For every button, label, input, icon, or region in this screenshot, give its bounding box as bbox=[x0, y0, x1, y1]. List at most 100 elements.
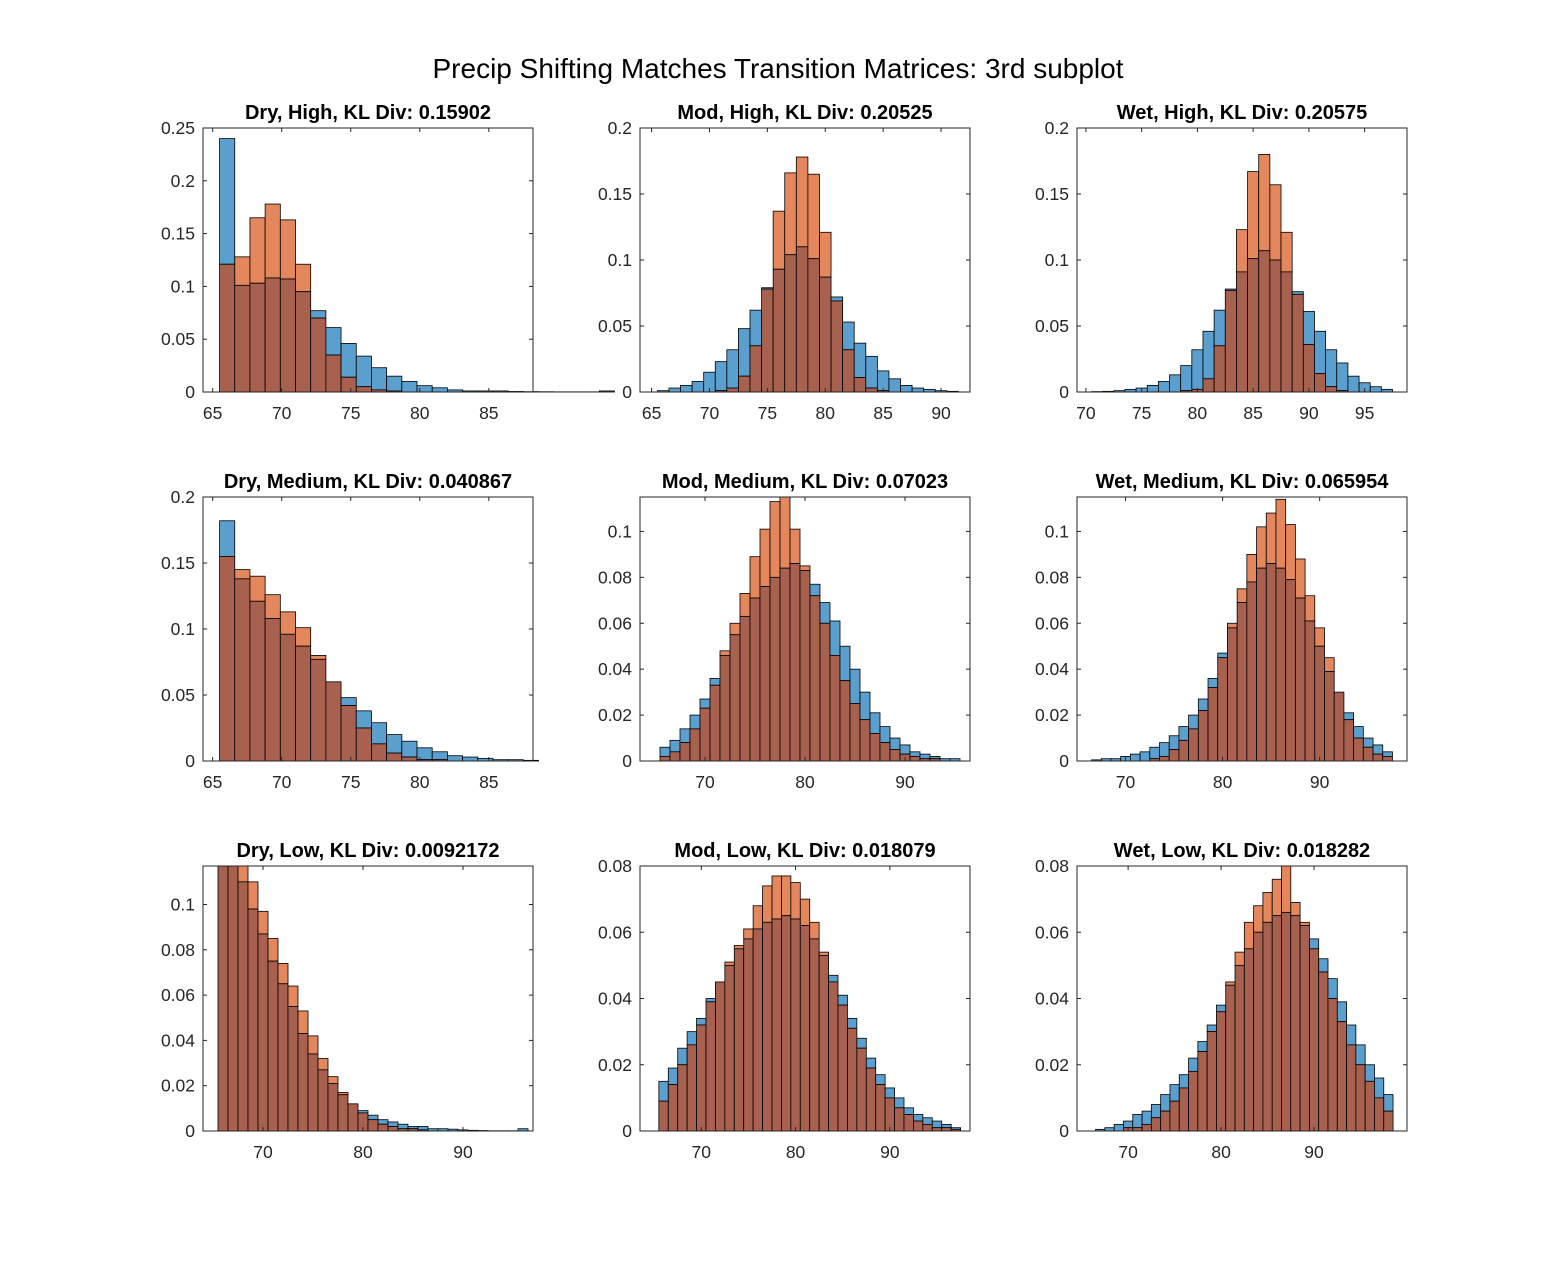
histogram-bar-overlap bbox=[1314, 373, 1327, 393]
histogram-bar-series-a bbox=[830, 296, 844, 302]
histogram-bar-series-b bbox=[1247, 171, 1260, 260]
histogram-bar-series-b bbox=[279, 611, 296, 635]
histogram-bar-overlap bbox=[401, 756, 418, 762]
histogram-bar-overlap bbox=[849, 703, 861, 762]
y-tick-label: 0.08 bbox=[161, 940, 195, 960]
histogram-bar-series-b bbox=[1281, 865, 1292, 913]
histogram-bar-overlap bbox=[1285, 579, 1296, 762]
x-tick-label: 80 bbox=[410, 403, 430, 423]
histogram-bar-overlap bbox=[1197, 1051, 1208, 1132]
histogram-bar-overlap bbox=[1169, 1100, 1180, 1132]
histogram-bar-series-a bbox=[367, 1114, 379, 1121]
histogram-bar-overlap bbox=[659, 756, 671, 762]
histogram-bar-overlap bbox=[761, 288, 774, 393]
histogram-bar-series-b bbox=[1314, 627, 1325, 647]
subplot-9: Wet, Low, KL Div: 0.018282 70 80 90 0 0.02 0.0… bbox=[1035, 840, 1408, 1162]
histogram-bar-series-b bbox=[1234, 951, 1245, 966]
x-tick-label: 65 bbox=[642, 403, 661, 423]
histogram-bar-series-b bbox=[287, 985, 299, 1007]
histogram-bar-series-b bbox=[772, 210, 786, 270]
y-tick-label: 0 bbox=[622, 1121, 632, 1141]
histogram-bar-series-b bbox=[279, 219, 296, 280]
histogram-bar-series-a bbox=[686, 1031, 697, 1046]
histogram-bar-overlap bbox=[807, 258, 820, 393]
histogram-bar-series-a bbox=[1141, 1110, 1152, 1125]
y-tick-label: 0.08 bbox=[1035, 856, 1069, 876]
x-tick-label: 75 bbox=[1132, 403, 1151, 423]
histogram-bar-overlap bbox=[1256, 567, 1267, 762]
histogram-bar-series-a bbox=[842, 321, 855, 351]
histogram-bar-overlap bbox=[669, 751, 681, 762]
histogram-bar-series-a bbox=[417, 1126, 429, 1131]
y-tick-label: 0.2 bbox=[171, 171, 195, 191]
histogram-bar-overlap bbox=[699, 707, 711, 762]
histogram-bar-series-b bbox=[779, 496, 791, 569]
y-tick-label: 0 bbox=[1059, 382, 1069, 402]
histogram-bar-series-a bbox=[839, 645, 851, 682]
histogram-bar-overlap bbox=[733, 948, 745, 1132]
histogram-bar-overlap bbox=[227, 865, 239, 1132]
histogram-bar-overlap bbox=[789, 563, 801, 762]
axes-box bbox=[202, 865, 534, 1132]
histogram-bar-series-a bbox=[667, 1067, 679, 1086]
axes-box bbox=[202, 127, 534, 393]
x-tick-label: 85 bbox=[1243, 403, 1262, 423]
histogram-bar-overlap bbox=[724, 964, 735, 1132]
histogram-bar-series-a bbox=[749, 309, 762, 347]
histogram-bar-series-b bbox=[317, 1058, 329, 1071]
histogram-bar-overlap bbox=[781, 915, 792, 1132]
histogram-bar-overlap bbox=[1207, 687, 1219, 762]
histogram-bar-overlap bbox=[771, 918, 782, 1132]
histogram-bar-series-a bbox=[941, 1123, 952, 1129]
y-tick-label: 0.15 bbox=[161, 553, 195, 573]
histogram-bar-overlap bbox=[784, 254, 797, 393]
histogram-bar-series-a bbox=[909, 751, 921, 757]
y-tick-label: 0.1 bbox=[171, 619, 195, 639]
histogram-bar-series-a bbox=[1168, 735, 1180, 750]
histogram-bar-series-b bbox=[807, 173, 820, 260]
x-tick-label: 80 bbox=[353, 1142, 373, 1162]
histogram-bar-series-a bbox=[1188, 714, 1199, 730]
x-tick-label: 90 bbox=[453, 1142, 473, 1162]
histogram-bar-overlap bbox=[869, 733, 881, 762]
histogram-bar-overlap bbox=[909, 756, 921, 762]
histogram-bar-series-b bbox=[1294, 558, 1306, 599]
histogram-bar-overlap bbox=[1336, 1021, 1347, 1132]
histogram-bar-series-a bbox=[1123, 1120, 1134, 1129]
histogram-bar-overlap bbox=[839, 680, 851, 762]
histogram-bar-overlap bbox=[799, 570, 811, 762]
x-tick-label: 75 bbox=[341, 403, 360, 423]
histogram-bar-series-a bbox=[900, 384, 913, 393]
histogram-bar-series-a bbox=[377, 1119, 389, 1125]
histogram-bar-series-b bbox=[1256, 526, 1267, 569]
histogram-bar-series-a bbox=[1207, 677, 1219, 688]
histogram-bar-overlap bbox=[837, 1004, 848, 1132]
histogram-bar-overlap bbox=[705, 1001, 716, 1132]
histogram-bar-overlap bbox=[1243, 948, 1255, 1132]
histogram-bar-series-a bbox=[1369, 386, 1382, 393]
x-tick-label: 90 bbox=[1299, 403, 1319, 423]
histogram-bar-series-b bbox=[267, 938, 279, 962]
subplot-title: Dry, Low, KL Div: 0.0092172 bbox=[236, 840, 499, 862]
histogram-bar-overlap bbox=[829, 655, 841, 762]
histogram-bar-overlap bbox=[297, 1033, 309, 1132]
histogram-bar-series-a bbox=[1383, 1094, 1394, 1112]
y-tick-label: 0.02 bbox=[161, 1076, 195, 1096]
histogram-bar-series-a bbox=[219, 520, 236, 557]
histogram-bar-series-a bbox=[401, 381, 418, 393]
histogram-bar-series-a bbox=[325, 327, 342, 356]
histogram-bar-series-a bbox=[1325, 349, 1338, 388]
histogram-bar-series-a bbox=[1180, 365, 1193, 392]
histogram-bar-overlap bbox=[875, 1084, 886, 1132]
y-tick-label: 0 bbox=[185, 1121, 195, 1141]
histogram-bar-series-a bbox=[1374, 1077, 1385, 1099]
histogram-bar-overlap bbox=[355, 386, 372, 393]
x-tick-label: 70 bbox=[692, 1142, 712, 1162]
histogram-bar-series-b bbox=[781, 875, 792, 917]
histogram-bar-overlap bbox=[729, 634, 741, 762]
histogram-bar-series-a bbox=[809, 583, 821, 597]
y-tick-label: 0.05 bbox=[161, 685, 195, 705]
histogram-bar-series-a bbox=[705, 998, 716, 1003]
histogram-bar-series-a bbox=[879, 726, 891, 744]
histogram-bar-overlap bbox=[1271, 915, 1282, 1132]
